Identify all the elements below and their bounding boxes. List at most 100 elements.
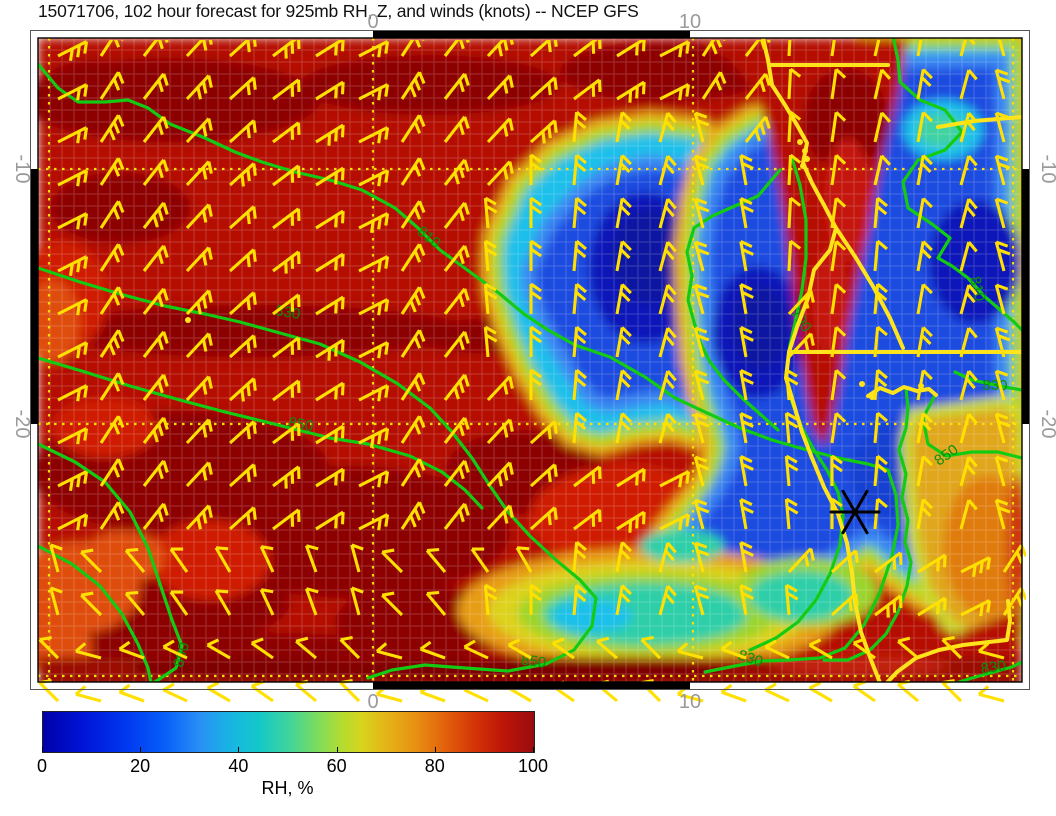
wind-barb (572, 110, 587, 143)
wind-barb (960, 556, 992, 578)
wind-barb (916, 154, 933, 186)
wind-barb (573, 78, 602, 101)
wind-barb (873, 411, 888, 444)
y-axis-tick-label: -20 (11, 410, 33, 439)
wind-barb (350, 586, 364, 616)
wind-barb (400, 415, 426, 444)
y-axis-tick-label: -20 (1037, 410, 1056, 439)
wind-barb (358, 126, 390, 144)
wind-barb (142, 373, 169, 401)
wind-barb (57, 169, 89, 187)
wind-barb (358, 470, 390, 488)
colorbar-tick (434, 747, 436, 752)
site-star-icon (829, 489, 881, 535)
wind-barb (483, 325, 498, 358)
geography-dot (869, 394, 875, 400)
contour-line (891, 38, 1022, 332)
wind-barb (483, 196, 498, 229)
wind-barb (272, 379, 301, 402)
wind-barb (272, 293, 301, 316)
wind-barb (572, 368, 587, 401)
wind-barb (977, 642, 1005, 660)
wind-barb (142, 502, 169, 530)
wind-barb (99, 200, 125, 229)
coastline-border-path (834, 226, 905, 350)
wind-barb (873, 454, 888, 487)
geography-dot (797, 139, 803, 145)
wind-barb (419, 640, 446, 660)
wind-barb (315, 424, 345, 445)
contour-line (38, 544, 153, 682)
wind-barb (960, 599, 992, 617)
contour-line (953, 370, 1022, 392)
wind-barb (787, 67, 802, 100)
coastline-border-path (884, 599, 1012, 682)
wind-barb (443, 416, 470, 444)
wind-barb (693, 154, 710, 186)
wind-barb (916, 498, 933, 530)
wind-barb (400, 200, 426, 229)
wind-barb (358, 427, 390, 449)
wind-barb (463, 639, 489, 660)
wind-barb (206, 681, 231, 703)
wind-barb (959, 112, 978, 143)
wind-barb (99, 458, 125, 487)
wind-barb (228, 463, 257, 488)
wind-barb (206, 638, 231, 660)
wind-barb (764, 639, 790, 660)
wind-barb (873, 154, 892, 186)
contour-label: 850 (287, 414, 315, 435)
wind-barb (916, 111, 933, 143)
wind-barb (615, 541, 632, 573)
wind-barb (572, 583, 587, 616)
wind-barb (994, 369, 1009, 401)
wind-barb (315, 123, 345, 146)
colorbar-tick (533, 747, 534, 752)
wind-barb (615, 412, 632, 444)
wind-barb (228, 40, 257, 58)
wind-barb (486, 40, 514, 58)
wind-barb (400, 243, 426, 272)
wind-barb (74, 642, 102, 660)
coastline-border-path (866, 385, 938, 398)
wind-barb (701, 40, 727, 57)
wind-barb (693, 584, 710, 616)
wind-barb (400, 157, 426, 186)
wind-barb (994, 498, 1011, 530)
wind-barb (228, 162, 257, 187)
wind-barb (185, 40, 213, 58)
contour-label: 810 (966, 275, 989, 303)
wind-barb (615, 197, 632, 229)
wind-barb (295, 636, 317, 660)
wind-barb (873, 68, 892, 100)
wind-barb (443, 330, 470, 358)
wind-barb (744, 40, 771, 57)
wind-barb (787, 40, 802, 57)
wind-barb (658, 370, 677, 401)
wind-barb (315, 510, 345, 531)
contour-label: 830 (982, 377, 1007, 394)
wind-barb (124, 547, 146, 573)
wind-barb (400, 114, 426, 143)
wind-barb (739, 369, 754, 401)
wind-barb (693, 326, 710, 358)
wind-barb (443, 40, 470, 57)
wind-barb (551, 637, 575, 660)
wind-barb (739, 455, 754, 487)
wind-barb (99, 71, 125, 100)
wind-barb (381, 548, 404, 574)
y-axis-tick-label: -10 (11, 155, 33, 184)
wind-barb (57, 298, 89, 316)
wind-barb (74, 685, 102, 703)
wind-barb (228, 205, 257, 230)
wind-barb (830, 369, 847, 401)
wind-barb (142, 330, 169, 358)
height-contours (38, 38, 1022, 682)
x-axis-tick-label: 0 (367, 11, 378, 33)
wind-barb (994, 240, 1011, 272)
wind-barb (358, 83, 390, 101)
wind-barb (169, 590, 189, 616)
wind-barb (739, 154, 754, 186)
